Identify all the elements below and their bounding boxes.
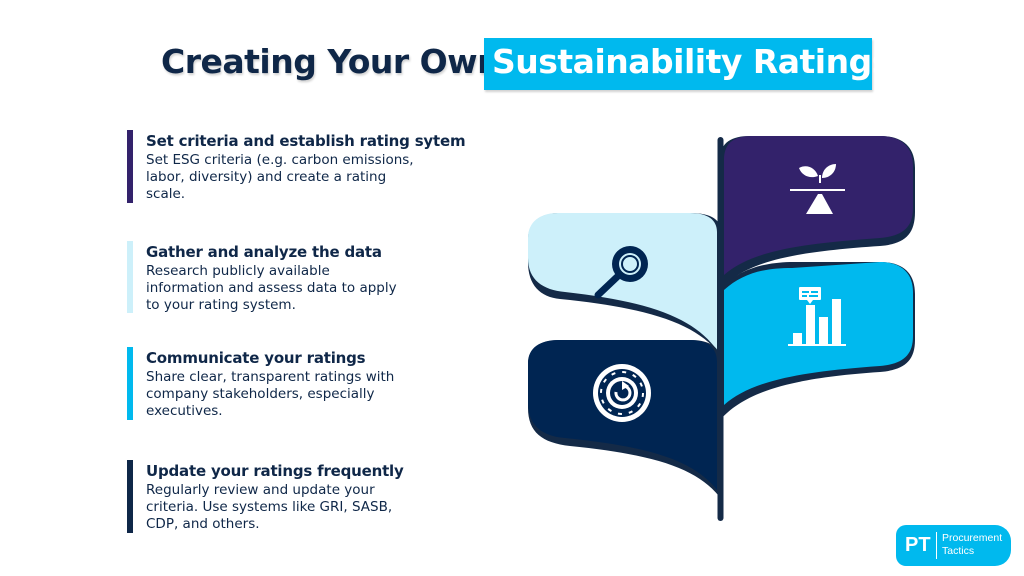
step-gather-data: Gather and analyze the data Research pub…	[127, 241, 467, 313]
procurement-tactics-logo: PT Procurement Tactics	[896, 525, 1011, 566]
step-heading: Communicate your ratings	[146, 349, 366, 367]
leaf-communicate	[720, 262, 915, 420]
step-bar	[127, 347, 133, 420]
step-heading: Set criteria and establish rating sytem	[146, 132, 466, 150]
title-prefix: Creating Your Own	[161, 42, 501, 81]
step-body: Research publicly available information …	[146, 263, 397, 313]
step-body: Regularly review and update your criteri…	[146, 482, 393, 532]
bar-chart-icon	[788, 287, 846, 346]
step-heading: Gather and analyze the data	[146, 243, 382, 261]
page-title: Creating Your Own Sustainability Ratings	[0, 38, 1024, 90]
logo-divider	[936, 532, 937, 559]
step-body: Set ESG criteria (e.g. carbon emissions,…	[146, 152, 414, 202]
step-bar	[127, 130, 133, 203]
step-heading: Update your ratings frequently	[146, 462, 404, 480]
step-bar	[127, 241, 133, 313]
logo-name-line2: Tactics	[942, 545, 975, 557]
magnifying-glass-icon	[594, 246, 648, 299]
plant-scale-icon	[790, 164, 845, 214]
step-update: Update your ratings frequently Regularly…	[127, 460, 467, 533]
logo-mark: PT	[905, 534, 931, 556]
title-highlight: Sustainability Ratings	[492, 42, 891, 81]
refresh-timer-icon	[593, 364, 651, 422]
step-body: Share clear, transparent ratings with co…	[146, 369, 395, 419]
logo-name: Procurement Tactics	[942, 532, 1002, 558]
title-highlight-box: Sustainability Ratings	[484, 38, 891, 90]
leaf-gather	[528, 213, 722, 357]
step-bar	[127, 460, 133, 533]
logo-name-line1: Procurement	[942, 532, 1003, 544]
step-set-criteria: Set criteria and establish rating sytem …	[127, 130, 467, 203]
step-communicate: Communicate your ratings Share clear, tr…	[127, 347, 467, 420]
